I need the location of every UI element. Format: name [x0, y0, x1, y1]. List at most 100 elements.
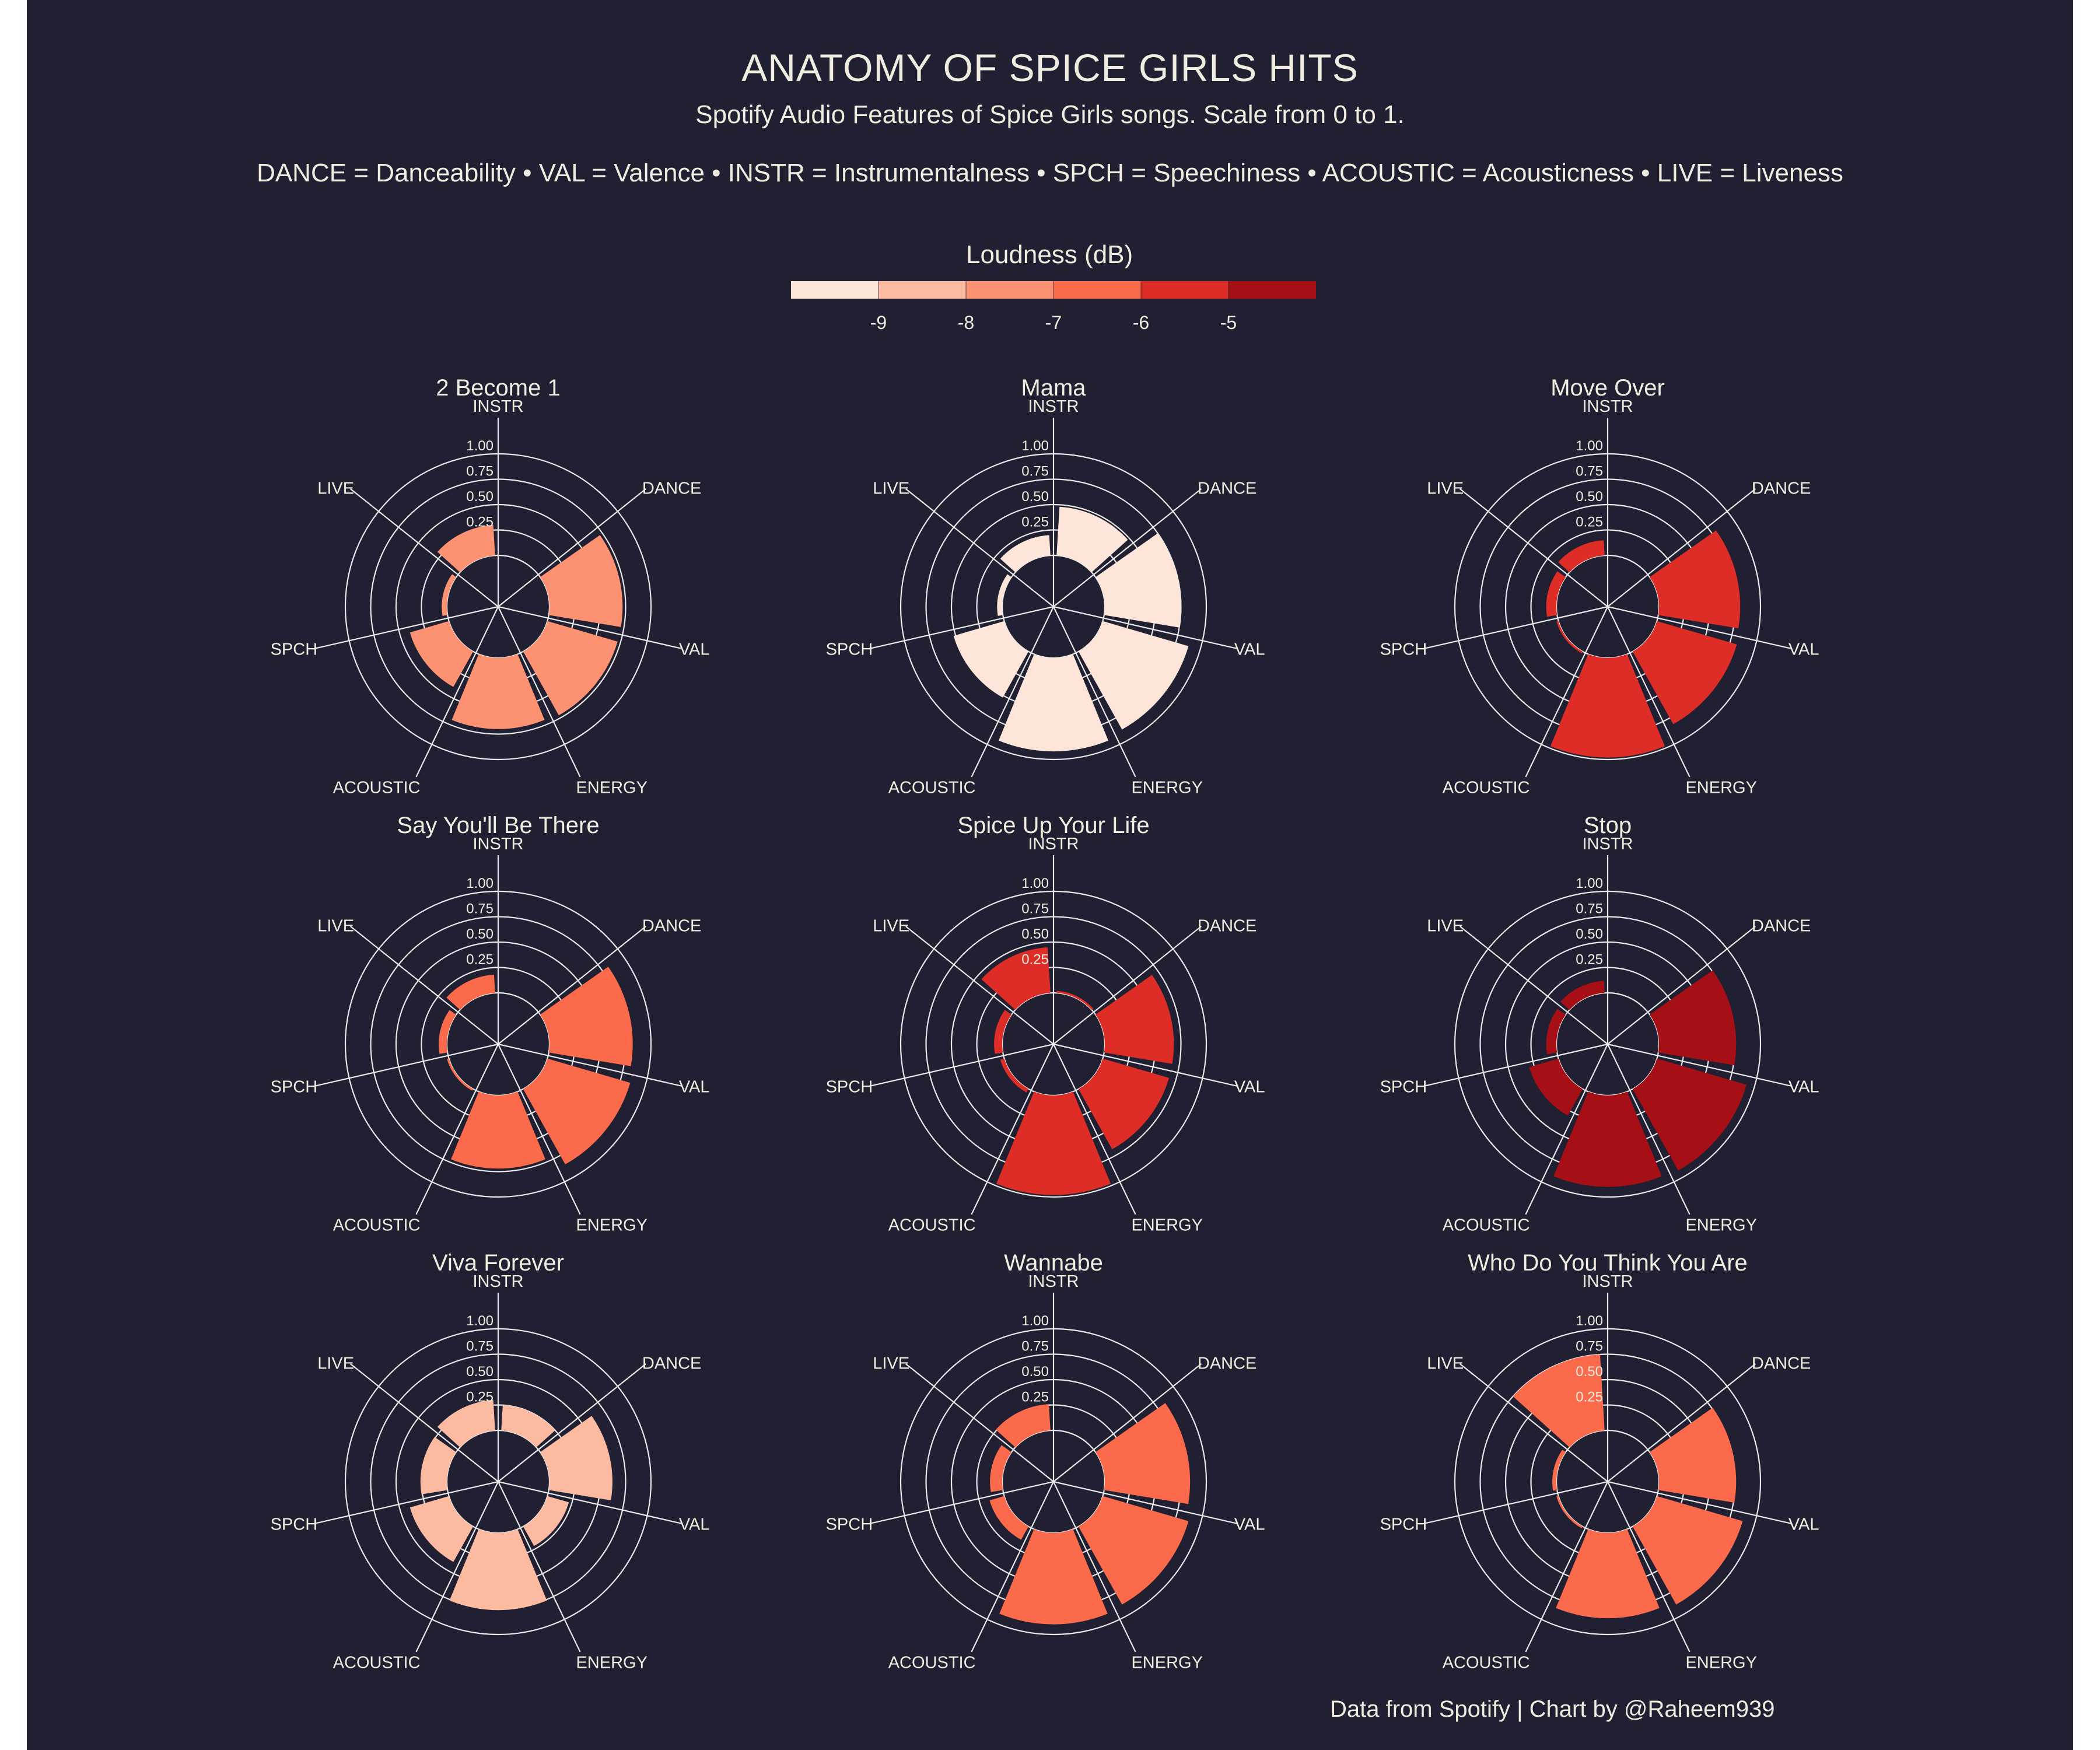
- bar-spch: [997, 574, 1012, 616]
- axis-label: DANCE: [642, 480, 702, 498]
- polar-chart: 0.25 0.50 0.75 1.00 INSTR DANCE VAL ENERGY ACOUS…: [826, 1250, 1265, 1672]
- bar-live: [1513, 1354, 1605, 1448]
- polar-chart: 0.25 0.50 0.75 1.00 INSTR DANCE VAL ENERGY ACOUS…: [1380, 1250, 1819, 1672]
- bar-spch: [1552, 1450, 1566, 1491]
- axis-label: ACOUSTIC: [333, 1216, 421, 1235]
- bar-instr: [501, 1405, 555, 1448]
- radial-tick-label: 1.00: [1576, 876, 1603, 891]
- radial-tick-label: 0.75: [466, 1339, 494, 1354]
- axis-label: LIVE: [317, 1354, 354, 1373]
- bar-acoustic: [1556, 1496, 1583, 1528]
- bar-val: [1632, 621, 1737, 724]
- grid-spoke: [905, 926, 1054, 1045]
- bar-live: [437, 525, 495, 573]
- facet-title: Move Over: [1550, 375, 1665, 401]
- radial-tick-label: 0.75: [1021, 901, 1049, 917]
- axis-label: INSTR: [473, 397, 524, 416]
- grid-spoke: [1423, 1480, 1608, 1525]
- polar-chart: 0.25 0.50 0.75 1.00 INSTR DANCE VAL ENERGY ACOUS…: [826, 813, 1265, 1235]
- grid-spoke: [1460, 488, 1608, 607]
- radial-tick-label: 0.25: [1576, 514, 1603, 530]
- axis-label: LIVE: [873, 917, 909, 936]
- polar-chart: 0.25 0.50 0.75 1.00 INSTR DANCE VAL ENERGY ACOUS…: [1380, 813, 1819, 1235]
- radial-tick-label: 0.75: [1021, 1339, 1049, 1354]
- radial-tick-label: 0.50: [1021, 1364, 1049, 1380]
- axis-label: ACOUSTIC: [1443, 1654, 1530, 1672]
- grid-spoke: [1423, 606, 1608, 650]
- radial-tick-label: 0.25: [1576, 1390, 1603, 1405]
- facet-title: Mama: [1021, 375, 1086, 401]
- radial-tick-label: 0.50: [466, 1364, 494, 1380]
- axis-label: DANCE: [642, 1354, 702, 1373]
- polar-chart: 0.25 0.50 0.75 1.00 INSTR DANCE VAL ENERGY ACOUS…: [271, 375, 710, 797]
- axis-label: SPCH: [1380, 640, 1427, 659]
- radial-tick-label: 0.25: [1021, 1390, 1049, 1405]
- bar-dance: [1649, 1408, 1737, 1503]
- bar-val: [1632, 1496, 1743, 1605]
- grid-spoke: [313, 1043, 499, 1087]
- radial-tick-label: 0.75: [1021, 464, 1049, 480]
- axis-label: VAL: [1234, 1078, 1265, 1097]
- grid-spoke: [1053, 1481, 1136, 1653]
- axis-label: ACOUSTIC: [888, 1654, 976, 1672]
- radial-tick-label: 0.25: [466, 952, 494, 968]
- bar-acoustic: [447, 1058, 474, 1091]
- axis-label: VAL: [1234, 640, 1265, 659]
- axis-label: LIVE: [317, 480, 354, 498]
- grid-spoke: [1053, 1363, 1202, 1482]
- axis-label: INSTR: [1028, 835, 1079, 853]
- grid-spoke: [869, 606, 1054, 650]
- grid-spoke: [498, 926, 646, 1045]
- radial-tick-label: 1.00: [466, 438, 494, 454]
- radial-tick-label: 0.50: [1576, 926, 1603, 942]
- bar-acoustic: [989, 1496, 1029, 1540]
- bar-dance: [1649, 970, 1737, 1066]
- grid-spoke: [313, 1480, 499, 1525]
- bar-val: [523, 1058, 631, 1165]
- bar-spch: [439, 1010, 457, 1054]
- grid-spoke: [1423, 1043, 1608, 1087]
- radial-tick-label: 1.00: [466, 1313, 494, 1329]
- bar-live: [437, 1400, 495, 1448]
- chart-subtitle: Spotify Audio Features of Spice Girls so…: [695, 100, 1405, 129]
- polar-chart: 0.25 0.50 0.75 1.00 INSTR DANCE VAL ENERGY ACOUS…: [826, 375, 1265, 797]
- facet-title: Viva Forever: [432, 1250, 564, 1276]
- axis-label: SPCH: [271, 1078, 318, 1097]
- axis-label: ACOUSTIC: [1443, 779, 1530, 797]
- grid-spoke: [498, 606, 581, 778]
- grid-spoke: [1607, 1363, 1756, 1482]
- axis-label: ENERGY: [1685, 1216, 1756, 1235]
- legend-swatch: [1141, 281, 1228, 299]
- bar-spch: [990, 1445, 1012, 1492]
- axis-label: INSTR: [473, 1272, 524, 1291]
- axis-label: SPCH: [1380, 1516, 1427, 1534]
- bar-spch: [420, 1437, 457, 1494]
- radial-tick-label: 0.75: [466, 464, 494, 480]
- radial-tick-label: 1.00: [1576, 1313, 1603, 1329]
- axis-label: INSTR: [1583, 397, 1633, 416]
- bar-energy: [451, 1091, 545, 1169]
- legend-swatch: [791, 281, 878, 299]
- bar-acoustic: [1556, 621, 1583, 653]
- grid-spoke: [1607, 1480, 1793, 1525]
- grid-spoke: [350, 1363, 499, 1482]
- radial-tick-label: 0.25: [1021, 514, 1049, 530]
- radial-tick-label: 0.50: [1576, 1364, 1603, 1380]
- axis-label: VAL: [1788, 1078, 1819, 1097]
- axis-label: VAL: [1788, 640, 1819, 659]
- bar-dance: [540, 535, 623, 627]
- grid-spoke: [350, 488, 499, 607]
- axis-label: VAL: [679, 1516, 710, 1534]
- radial-tick-label: 0.50: [1021, 926, 1049, 942]
- radial-tick-label: 0.50: [1576, 489, 1603, 505]
- axis-label: SPCH: [826, 1516, 873, 1534]
- bar-spch: [994, 1010, 1012, 1054]
- grid-spoke: [1607, 1043, 1793, 1087]
- axis-label: ENERGY: [576, 779, 647, 797]
- axis-label: ENERGY: [576, 1216, 647, 1235]
- legend-tick-label: -9: [870, 312, 887, 333]
- axis-label: INSTR: [473, 835, 524, 853]
- axis-label: ENERGY: [1685, 1654, 1756, 1672]
- grid-spoke: [1053, 606, 1136, 778]
- legend-tick-label: -6: [1133, 312, 1149, 333]
